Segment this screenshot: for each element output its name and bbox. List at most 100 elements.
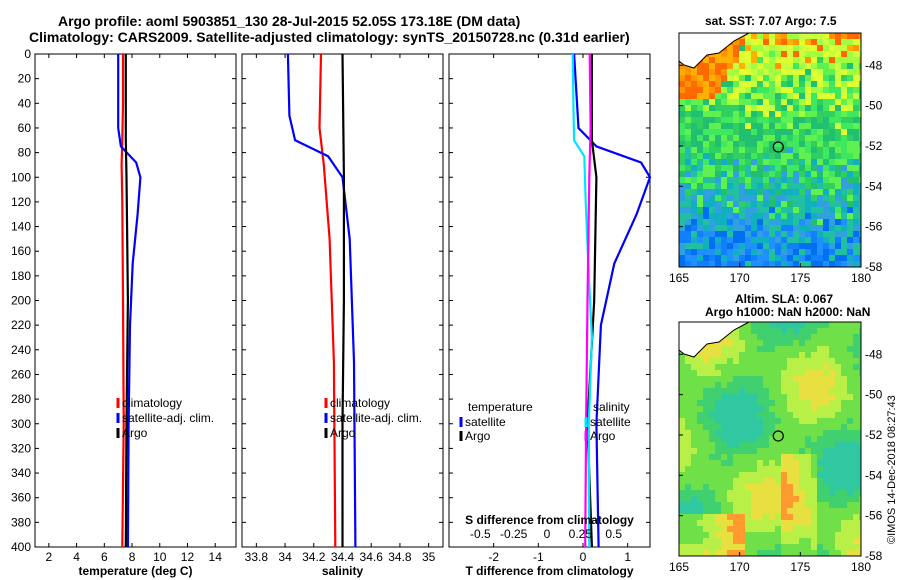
sla-map-cell — [835, 430, 841, 436]
sla-map-cell — [829, 448, 835, 454]
sst-map-cell — [739, 261, 745, 267]
sst-map-cell — [763, 153, 769, 159]
sst-map-cell — [829, 183, 835, 189]
sst-map-cell — [811, 225, 817, 231]
sla-map-cell — [715, 370, 721, 376]
series-line-salinity-satellite — [571, 53, 594, 548]
sst-map-cell — [751, 177, 757, 183]
sst-map-cell — [799, 93, 805, 99]
sla-map-cell — [793, 352, 799, 358]
sst-map-cell — [859, 57, 861, 63]
sst-map-cell — [853, 51, 859, 57]
sla-map-cell — [817, 424, 823, 430]
sst-map-cell — [775, 141, 781, 147]
sst-map-cell — [829, 51, 835, 57]
sst-map-cell — [787, 147, 793, 153]
sst-map-cell — [811, 105, 817, 111]
sst-map-cell — [841, 51, 847, 57]
sst-map-cell — [841, 261, 847, 267]
sst-map-cell — [733, 165, 739, 171]
sst-map-cell — [721, 63, 727, 69]
sst-map-cell — [751, 159, 757, 165]
sst-map-cell — [757, 153, 763, 159]
sla-map-cell — [835, 322, 841, 328]
sst-map-cell — [685, 243, 691, 249]
sst-map-cell — [817, 159, 823, 165]
sst-map-cell — [733, 45, 739, 51]
sla-map-cell — [793, 490, 799, 496]
y-tick-label: 180 — [11, 269, 31, 283]
sst-map-cell — [751, 45, 757, 51]
sst-map-cell — [757, 81, 763, 87]
sla-map-cell — [721, 376, 727, 382]
sst-map-cell — [691, 249, 697, 255]
sla-map-cell — [811, 394, 817, 400]
sla-map-cell — [841, 454, 847, 460]
sst-map-cell — [775, 81, 781, 87]
sst-map-cell — [859, 63, 861, 69]
sst-map-cell — [799, 57, 805, 63]
sla-map-cell — [799, 448, 805, 454]
sla-map-cell — [781, 484, 787, 490]
sla-map-cell — [775, 550, 781, 556]
sla-map-cell — [763, 526, 769, 532]
sla-map-cell — [787, 430, 793, 436]
sst-map-cell — [745, 93, 751, 99]
sst-map-cell — [739, 189, 745, 195]
sst-map-cell — [679, 75, 685, 81]
sst-map-cell — [847, 75, 853, 81]
sst-map-cell — [805, 93, 811, 99]
sst-map-cell — [835, 201, 841, 207]
sst-map-cell — [805, 105, 811, 111]
series-line-satellite-adj.-clim. — [286, 53, 357, 548]
sst-map-cell — [853, 243, 859, 249]
sst-map-cell — [715, 225, 721, 231]
sla-map-cell — [751, 370, 757, 376]
sla-map-cell — [691, 418, 697, 424]
sst-map-cell — [811, 93, 817, 99]
sst-map-cell — [859, 243, 861, 249]
sla-map-cell — [799, 478, 805, 484]
sla-map-cell — [727, 490, 733, 496]
sst-map-cell — [697, 111, 703, 117]
sla-map-cell — [817, 430, 823, 436]
sst-map-cell — [817, 45, 823, 51]
sst-map-cell — [721, 171, 727, 177]
sst-map-cell — [709, 183, 715, 189]
sla-map-cell — [835, 436, 841, 442]
sst-map-cell — [817, 129, 823, 135]
sla-map-cell — [841, 376, 847, 382]
sla-map-cell — [769, 382, 775, 388]
sst-map-cell — [709, 201, 715, 207]
sla-map-cell — [691, 520, 697, 526]
sla-map-cell — [853, 508, 859, 514]
sst-map-cell — [715, 81, 721, 87]
sla-map-cell — [697, 406, 703, 412]
sla-map-cell — [859, 442, 861, 448]
sst-map-cell — [805, 261, 811, 267]
sla-map-cell — [853, 436, 859, 442]
sst-map-cell — [847, 51, 853, 57]
sla-map-cell — [739, 484, 745, 490]
sla-map-cell — [847, 364, 853, 370]
sla-map-cell — [823, 334, 829, 340]
sst-map-cell — [715, 201, 721, 207]
sla-map-cell — [847, 412, 853, 418]
sla-map-cell — [811, 334, 817, 340]
sst-map-cell — [805, 243, 811, 249]
sla-map-cell — [727, 370, 733, 376]
sla-map-cell — [733, 526, 739, 532]
sla-map-cell — [817, 358, 823, 364]
sst-map-cell — [709, 243, 715, 249]
sst-map-cell — [805, 129, 811, 135]
sst-map-cell — [811, 111, 817, 117]
sla-map-cell — [811, 502, 817, 508]
sst-map-cell — [841, 123, 847, 129]
sst-map-cell — [739, 69, 745, 75]
sst-map-cell — [835, 123, 841, 129]
sst-map-cell — [847, 33, 853, 39]
sla-map-cell — [799, 388, 805, 394]
sla-map-cell — [763, 478, 769, 484]
sla-map-cell — [793, 358, 799, 364]
sst-map-cell — [733, 81, 739, 87]
